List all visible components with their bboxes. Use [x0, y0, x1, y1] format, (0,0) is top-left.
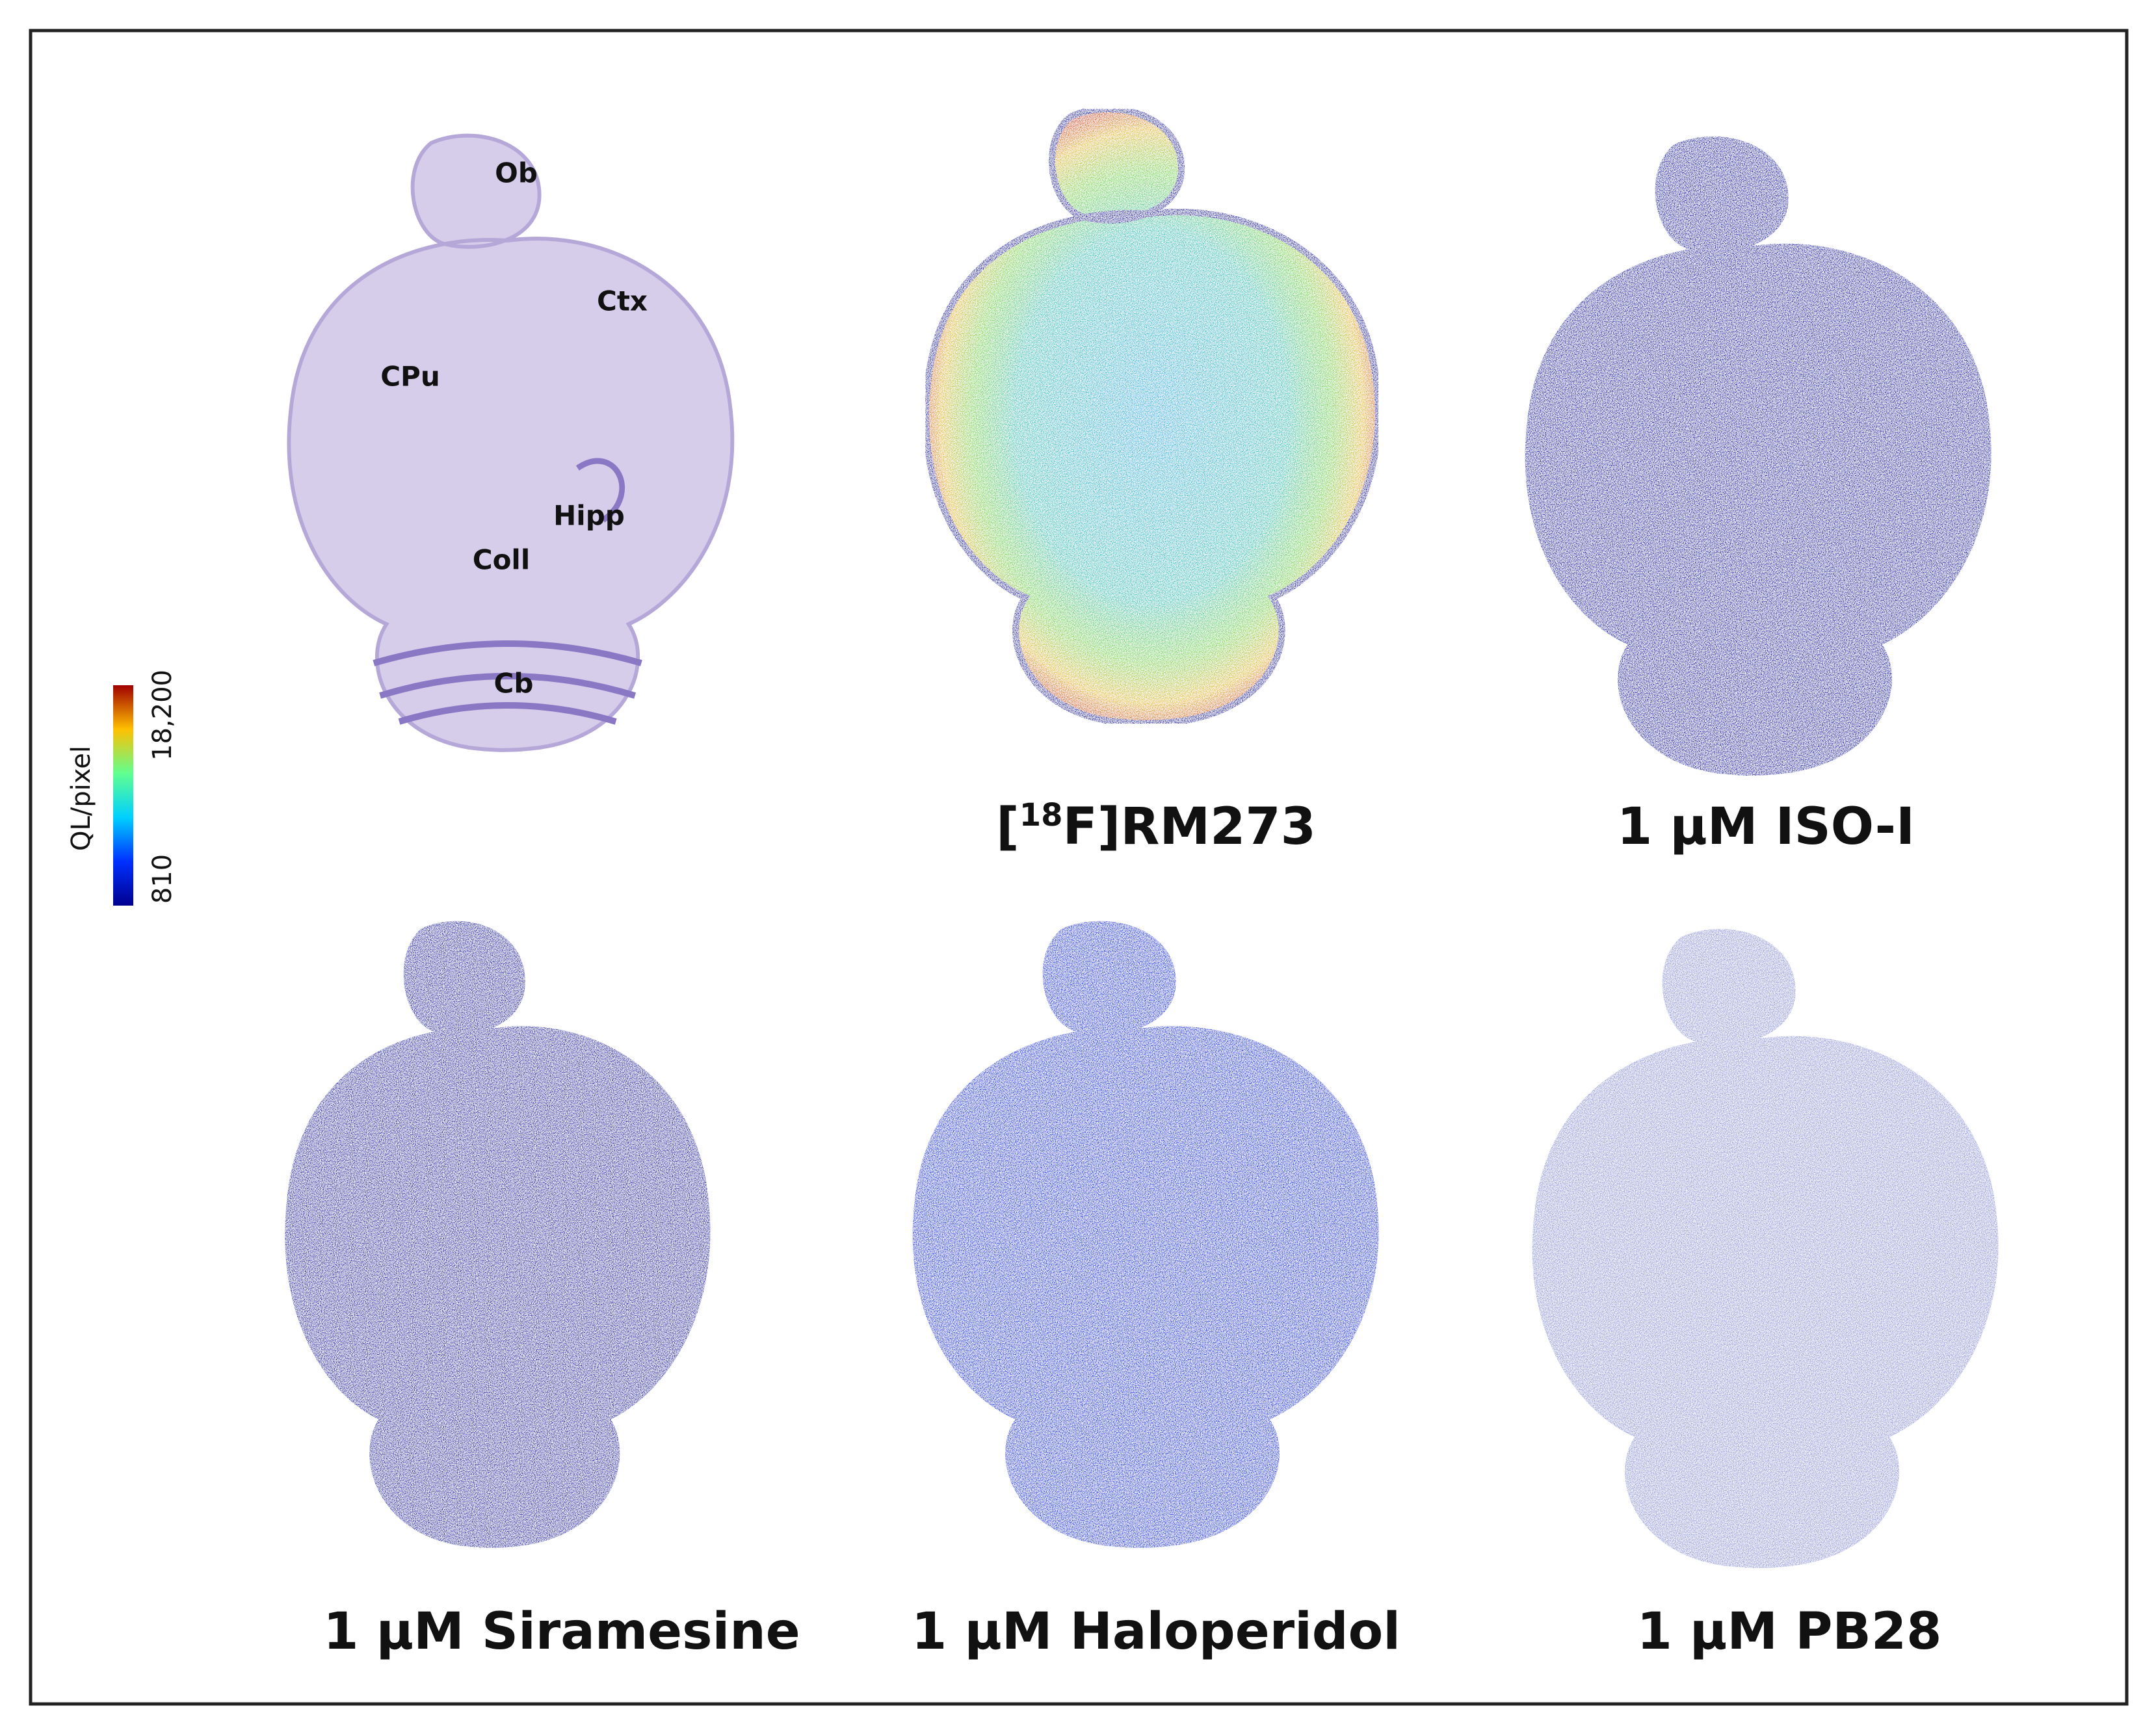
caption: 1 µM Siramesine	[323, 1603, 800, 1661]
caption: 1 µM PB28	[1637, 1603, 1942, 1661]
colorbar-max: 18,200	[148, 670, 177, 761]
tissue	[1525, 136, 1992, 776]
tissue	[285, 921, 711, 1548]
autoradiogram	[926, 109, 1378, 724]
autoradiogram	[1532, 928, 1999, 1568]
region-label: Ctx	[597, 285, 648, 317]
autoradiogram	[285, 921, 711, 1548]
tissue	[926, 109, 1378, 724]
colorbar-label: QL/pixel	[66, 746, 96, 851]
tissue	[1532, 928, 1999, 1568]
region-label: CPu	[380, 361, 440, 393]
tissue	[289, 136, 732, 750]
autoradiogram	[1525, 136, 1992, 776]
region-label: Ob	[495, 157, 538, 189]
hippocampus	[575, 458, 625, 523]
region-label: Hipp	[553, 500, 625, 532]
autoradiogram	[912, 921, 1379, 1548]
caption-part: [	[996, 798, 1019, 856]
frame	[29, 29, 2129, 1706]
cerebellum-folds	[373, 640, 642, 725]
region-label: Cb	[494, 668, 534, 700]
caption: [18F]RM273	[996, 797, 1316, 856]
caption-superscript: 18	[1019, 797, 1063, 833]
caption-part: F]RM273	[1063, 798, 1316, 856]
caption: 1 µM Haloperidol	[912, 1603, 1400, 1661]
colorbar-min: 810	[148, 854, 177, 904]
caption: 1 µM ISO-I	[1617, 798, 1915, 856]
tissue	[912, 921, 1379, 1548]
histology-section	[289, 136, 732, 750]
colorbar	[113, 685, 133, 906]
region-label: Coll	[473, 544, 530, 576]
